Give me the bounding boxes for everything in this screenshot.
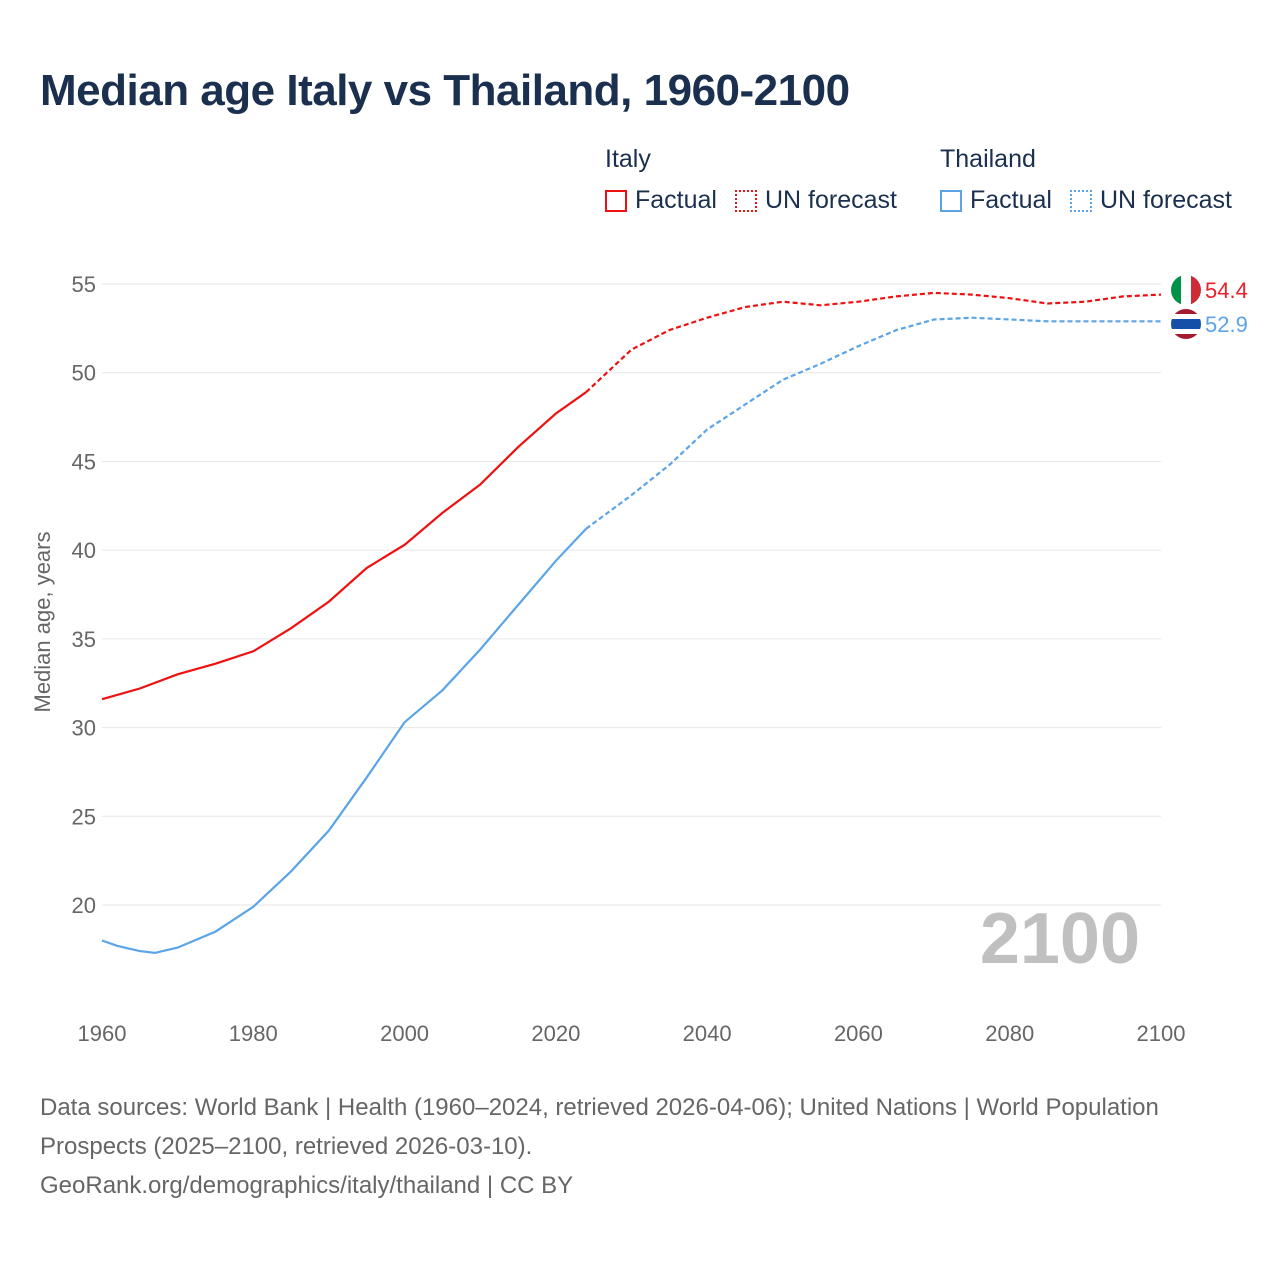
stripe [1171, 309, 1201, 314]
x-tick-label: 2060 [834, 1021, 883, 1046]
legend-swatch-solid-icon [605, 189, 627, 212]
data-sources: Data sources: World Bank | Health (1960–… [40, 1094, 1159, 1160]
stripe [1181, 275, 1191, 305]
legend-label: UN forecast [1099, 186, 1232, 214]
legend-thailand-factual[interactable]: Factual [940, 186, 1052, 215]
x-tick-label: 2040 [683, 1021, 732, 1046]
legend-thailand-forecast[interactable]: UN forecast [1069, 186, 1232, 215]
legend-swatch-solid-icon [940, 189, 962, 212]
flag-italy-icon [1171, 275, 1201, 305]
stripe [1191, 275, 1201, 305]
flag-stripes [1171, 275, 1201, 305]
legend-italy: Factual UN forecast [605, 186, 915, 215]
footer: Data sources: World Bank | Health (1960–… [40, 1088, 1190, 1205]
stripe [1171, 334, 1201, 339]
end-value-label-italy: 54.4 [1205, 278, 1248, 303]
x-tick-label: 2000 [380, 1021, 429, 1046]
y-axis-label: Median age, years [30, 532, 55, 713]
series-line-thailand-forecast [585, 316, 1161, 530]
flag-stripes [1171, 309, 1201, 339]
y-tick-label: 45 [72, 449, 96, 474]
x-tick-label: 2080 [985, 1021, 1034, 1046]
legend-label: Factual [970, 186, 1052, 214]
legend-italy-forecast[interactable]: UN forecast [734, 186, 897, 215]
x-tick-label: 2100 [1137, 1021, 1186, 1046]
legend-group-italy: Italy [605, 145, 651, 173]
y-tick-label: 35 [72, 627, 96, 652]
stripe [1171, 275, 1181, 305]
legend-italy-factual[interactable]: Factual [605, 186, 717, 215]
y-tick-label: 30 [72, 716, 96, 741]
end-value-label-thailand: 52.9 [1205, 312, 1248, 337]
series-line-italy-factual [101, 391, 587, 701]
series-line-thailand-factual [101, 528, 587, 955]
x-tick-label: 1960 [78, 1021, 127, 1046]
y-tick-label: 50 [72, 361, 96, 386]
y-tick-label: 20 [72, 893, 96, 918]
legend-swatch-dotted-icon [734, 189, 757, 212]
flag-thailand-icon [1171, 309, 1201, 339]
legend-thailand: Factual UN forecast [940, 186, 1250, 215]
stripe [1171, 319, 1201, 329]
chart-title: Median age Italy vs Thailand, 1960-2100 [40, 66, 850, 115]
year-watermark: 2100 [980, 899, 1140, 979]
x-tick-label: 2020 [531, 1021, 580, 1046]
legend-group-thailand: Thailand [940, 145, 1036, 173]
stripe [1171, 314, 1201, 319]
x-tick-label: 1980 [229, 1021, 278, 1046]
stripe [1171, 329, 1201, 334]
y-tick-label: 40 [72, 538, 96, 563]
series-line-italy-forecast [585, 291, 1162, 394]
y-tick-label: 25 [72, 804, 96, 829]
legend-swatch-dotted-icon [1069, 189, 1092, 212]
legend-label: Factual [635, 186, 717, 214]
legend-label: UN forecast [764, 186, 897, 214]
y-tick-label: 55 [72, 272, 96, 297]
source-link[interactable]: GeoRank.org/demographics/italy/thailand … [40, 1172, 574, 1199]
